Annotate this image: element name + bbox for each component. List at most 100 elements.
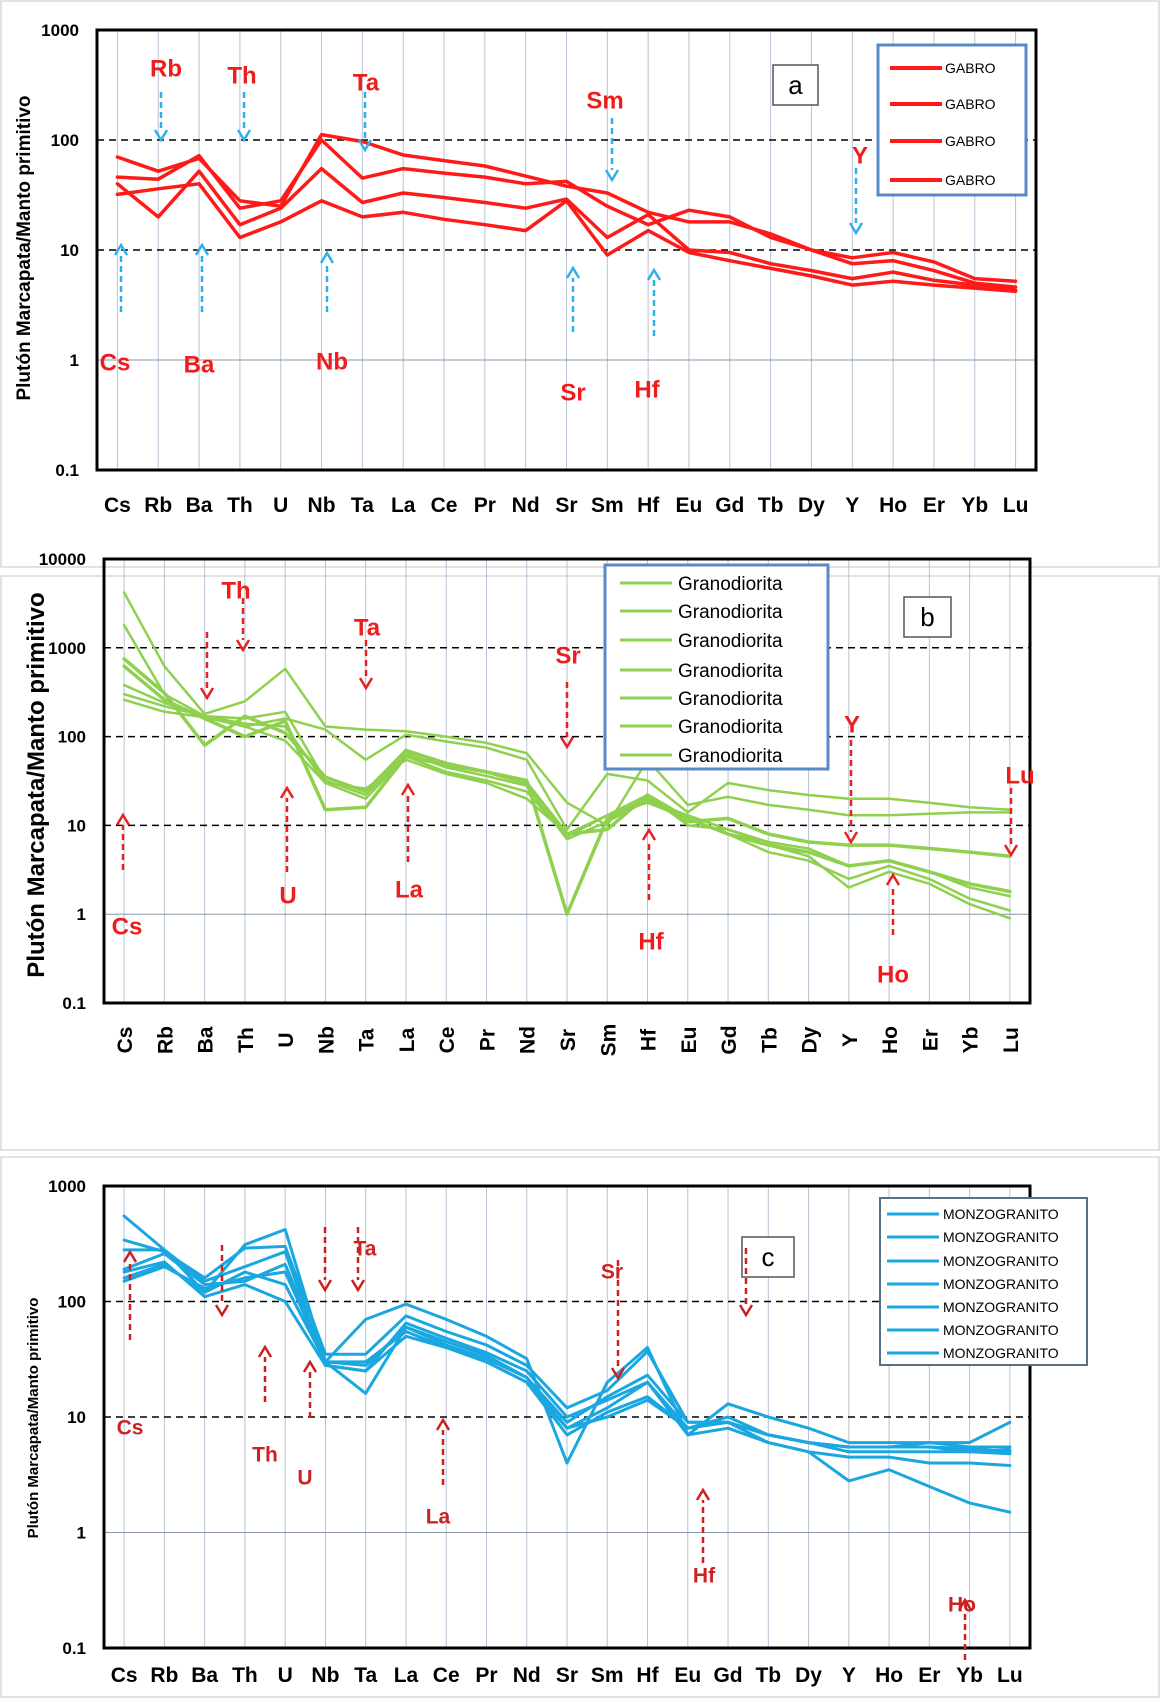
x-tick-label: Yb [960, 1027, 983, 1054]
panel-letter-box [772, 64, 819, 106]
y-axis-label: Plutón Marcapata/Manto primitivo [25, 1298, 42, 1539]
series-line-2 [122, 623, 1012, 831]
annotation-arrowhead [257, 1344, 273, 1358]
x-tick-label: Sr [556, 1664, 578, 1687]
panel-b: 0.1 1 10 100 1000 10000 Cs Rb Ba Th U Nb Ta La Ce Pr Nd S… [23, 550, 1035, 1056]
panel-letter: a [788, 70, 803, 100]
annotation-arrowhead [194, 242, 210, 256]
y-tick-label: 100 [51, 131, 79, 150]
annotation-label-b: Cs [112, 913, 143, 940]
x-tick-label: Er [918, 1664, 940, 1687]
y-tick-label: 1 [77, 905, 86, 924]
y-tick-label: 0.1 [55, 461, 79, 480]
series-line-1 [122, 591, 1012, 827]
x-tick-label: Tb [758, 1027, 781, 1053]
x-tick-label: Sm [591, 1664, 624, 1687]
legend-entry: MONZOGRANITO [943, 1253, 1059, 1269]
x-tick-label: Hf [638, 1028, 661, 1051]
x-tick-label: Nb [308, 494, 336, 517]
x-tick-label: Eu [678, 1027, 701, 1054]
annotation-label-a: Th [227, 62, 256, 89]
annotation-arrowhead [357, 139, 373, 153]
x-tick-label: Er [923, 494, 945, 517]
panel-letter-box [741, 1236, 795, 1278]
annotation-arrowhead [319, 250, 335, 264]
annotation-label-c: Ta [354, 1237, 377, 1260]
annotation-label-b: U [279, 882, 296, 909]
x-tick-label: La [391, 494, 416, 517]
annotation-label-c: Cs [117, 1416, 144, 1439]
x-tick-label: Yb [961, 494, 988, 517]
annotation-arrowhead [235, 639, 251, 653]
x-tick-label: Hf [636, 1664, 659, 1687]
x-tick-label: Nb [315, 1026, 338, 1054]
panel-b-background [0, 575, 1160, 1151]
legend-entry: GABRO [945, 172, 996, 188]
annotation-label-a: Ta [353, 69, 380, 96]
y-tick-label: 10 [67, 816, 86, 835]
x-tick-label: Eu [674, 1664, 701, 1687]
annotation-arrowhead [302, 1359, 318, 1373]
x-tick-label: Tb [755, 1664, 781, 1687]
annotation-arrowhead [199, 687, 215, 701]
x-tick-label: Rb [154, 1026, 177, 1054]
annotation-arrowhead [1003, 844, 1019, 858]
plot-area-frame [102, 1184, 1032, 1650]
annotation-label-c: Th [252, 1443, 278, 1466]
legend-entry: MONZOGRANITO [943, 1322, 1059, 1338]
x-tick-label: Th [227, 494, 253, 517]
x-tick-label: U [275, 1032, 298, 1047]
x-tick-label: Ce [431, 494, 458, 517]
annotation-arrowhead [113, 242, 129, 256]
annotation-arrowhead [565, 265, 581, 279]
y-tick-label: 1 [70, 351, 79, 370]
x-tick-label: Ho [875, 1664, 903, 1687]
legend-entry: Granodiorita [678, 602, 783, 623]
x-tick-label: Gd [718, 1025, 741, 1054]
x-tick-label: Y [845, 494, 859, 517]
series-line-7 [122, 698, 1012, 898]
y-tick-label: 10000 [39, 550, 86, 569]
annotation-label-a: Cs [100, 349, 131, 376]
x-tick-label: Lu [1003, 494, 1029, 517]
annotation-arrowhead [435, 1417, 451, 1431]
annotation-label-c: Sr [601, 1260, 623, 1283]
x-tick-label: Pr [474, 494, 496, 517]
x-tick-label: Nb [311, 1664, 339, 1687]
x-tick-label: Ta [351, 494, 374, 517]
annotation-label-a: Hf [634, 376, 660, 403]
legend-entry: GABRO [945, 133, 996, 149]
annotation-label-b: Lu [1005, 762, 1034, 789]
annotation-label-c: La [426, 1505, 451, 1528]
annotation-arrowhead [279, 785, 295, 799]
x-tick-label: Eu [676, 494, 703, 517]
legend-entry: MONZOGRANITO [943, 1206, 1059, 1222]
annotation-label-a: Sm [586, 87, 623, 114]
series-line-2 [115, 138, 1018, 289]
series-line-4 [122, 1252, 1012, 1449]
annotation-label-c: Ho [948, 1593, 976, 1616]
x-tick-label: Hf [637, 494, 660, 517]
x-tick-label: Er [919, 1029, 942, 1051]
annotation-arrowhead [848, 222, 864, 236]
series-line-7 [122, 1265, 1012, 1456]
panel-c: 0.1 1 10 100 1000 Cs Rb Ba Th U Nb Ta La Ce Pr Nd Sr Sm Hf… [25, 1177, 1088, 1687]
x-tick-label: Ta [356, 1028, 379, 1051]
annotation-arrowhead [957, 1597, 973, 1611]
legend-box [603, 563, 830, 771]
x-tick-label: Gd [715, 494, 744, 517]
annotation-label-b: Hf [638, 928, 664, 955]
annotation-arrowhead [843, 831, 859, 845]
x-tick-label: Cs [114, 1027, 137, 1054]
x-tick-label: Ba [195, 1026, 218, 1053]
x-tick-label: Nd [517, 1026, 540, 1054]
y-tick-label: 1000 [48, 1177, 86, 1196]
x-tick-label: Nd [512, 494, 540, 517]
annotation-label-b: Th [221, 577, 250, 604]
annotation-arrowhead [115, 812, 131, 826]
x-tick-label: Lu [1000, 1027, 1023, 1053]
annotation-label-b: La [395, 876, 424, 903]
annotation-label-a: Rb [150, 55, 182, 82]
annotation-arrowhead [236, 129, 252, 143]
